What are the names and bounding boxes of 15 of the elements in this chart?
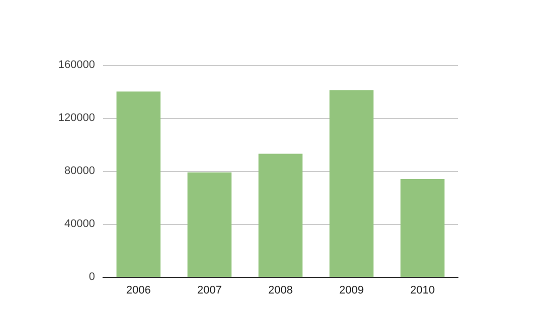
y-tick-label: 40000: [64, 218, 95, 230]
y-tick-label: 80000: [64, 165, 95, 177]
x-tick-label: 2008: [268, 284, 293, 296]
y-tick-label: 160000: [58, 59, 95, 71]
bar: [258, 154, 303, 277]
x-tick-label: 2010: [410, 284, 435, 296]
x-tick-label: 2007: [197, 284, 222, 296]
bar: [329, 90, 374, 277]
x-tick-label: 2009: [339, 284, 364, 296]
bar: [187, 172, 232, 277]
y-tick-label: 120000: [58, 112, 95, 124]
x-tick-label: 2006: [126, 284, 151, 296]
bar: [116, 92, 161, 277]
y-tick-label: 0: [88, 271, 95, 283]
bar: [400, 178, 445, 277]
